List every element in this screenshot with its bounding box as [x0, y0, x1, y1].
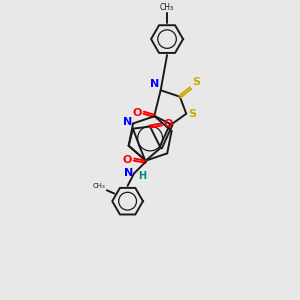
- Text: H: H: [138, 171, 146, 181]
- Text: N: N: [124, 169, 133, 178]
- Text: S: S: [188, 109, 196, 119]
- Text: N: N: [123, 117, 132, 127]
- Text: S: S: [192, 77, 200, 87]
- Text: N: N: [150, 79, 159, 89]
- Text: CH₃: CH₃: [93, 183, 106, 189]
- Text: O: O: [133, 108, 142, 118]
- Text: CH₃: CH₃: [160, 3, 174, 12]
- Text: O: O: [164, 119, 173, 129]
- Text: O: O: [123, 154, 132, 165]
